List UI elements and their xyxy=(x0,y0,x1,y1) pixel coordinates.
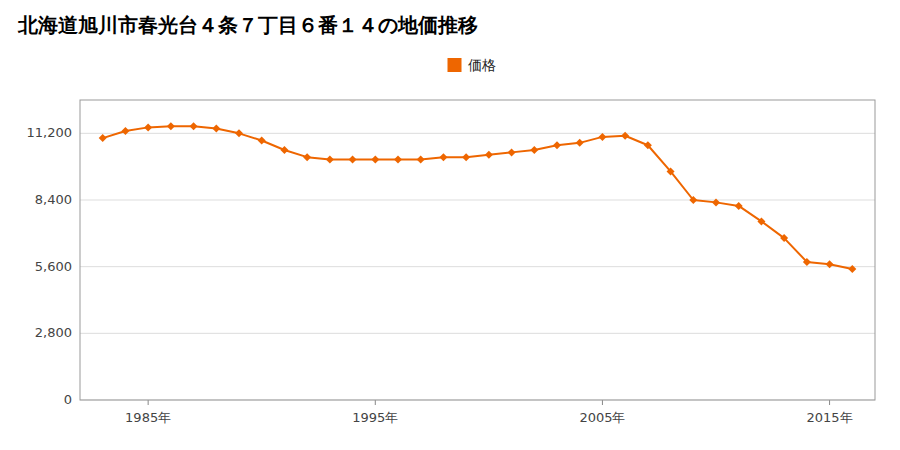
series-marker xyxy=(735,202,743,210)
grid-line xyxy=(80,133,875,134)
y-tick-label: 8,400 xyxy=(35,192,72,207)
axes: 0 2,800 5,600 8,400 11,200 1985年 1995年 2005年 201… xyxy=(27,100,876,425)
x-tick-label: 2005年 xyxy=(579,410,625,425)
series-marker xyxy=(508,148,516,156)
series-marker xyxy=(258,136,266,144)
series-marker xyxy=(485,151,493,159)
series-marker xyxy=(235,129,243,137)
legend-swatch xyxy=(448,58,462,72)
y-tick-label: 0 xyxy=(64,392,72,407)
series-marker xyxy=(576,139,584,147)
series-marker xyxy=(394,156,402,164)
series-marker xyxy=(349,156,357,164)
series-marker xyxy=(553,141,561,149)
grid-line xyxy=(80,333,875,334)
title: 北海道旭川市春光台４条７丁目６番１４の地価推移 xyxy=(17,13,478,37)
series-line xyxy=(103,126,853,269)
series-marker xyxy=(190,122,198,130)
series-marker xyxy=(167,122,175,130)
x-tick xyxy=(375,400,376,405)
plot-data xyxy=(99,122,857,273)
series-marker xyxy=(371,156,379,164)
y-tick-label: 5,600 xyxy=(35,259,72,274)
series-marker xyxy=(326,156,334,164)
series-marker xyxy=(621,132,629,140)
series-marker xyxy=(644,141,652,149)
series-marker xyxy=(598,133,606,141)
series-marker xyxy=(803,258,811,266)
y-tick-label: 2,800 xyxy=(35,325,72,340)
series-marker xyxy=(303,153,311,161)
plot-frame xyxy=(80,100,875,400)
x-tick xyxy=(602,400,603,405)
series-marker xyxy=(144,123,152,131)
x-tick-label: 1995年 xyxy=(352,410,398,425)
series-marker xyxy=(530,146,538,154)
series-marker xyxy=(757,217,765,225)
series-marker xyxy=(417,156,425,164)
series-marker xyxy=(689,196,697,204)
grid-line xyxy=(80,200,875,201)
x-tick xyxy=(148,400,149,405)
series-marker xyxy=(848,265,856,273)
grid xyxy=(80,133,875,400)
legend-label: 価格 xyxy=(468,57,496,73)
x-tick xyxy=(829,400,830,405)
series-marker xyxy=(212,125,220,133)
legend: 価格 xyxy=(448,57,496,73)
series-marker xyxy=(712,198,720,206)
series-marker xyxy=(667,167,675,175)
series-marker xyxy=(280,146,288,154)
series-marker xyxy=(121,127,129,135)
series-marker xyxy=(439,153,447,161)
x-tick-label: 1985年 xyxy=(125,410,171,425)
series-marker xyxy=(462,153,470,161)
series-marker xyxy=(780,234,788,242)
series-marker xyxy=(826,260,834,268)
y-tick-label: 11,200 xyxy=(27,125,73,140)
grid-line xyxy=(80,266,875,267)
series-marker xyxy=(99,134,107,142)
x-tick-label: 2015年 xyxy=(807,410,853,425)
chart: 北海道旭川市春光台４条７丁目６番１４の地価推移 0 2,800 5,600 8,400 1… xyxy=(0,0,900,450)
